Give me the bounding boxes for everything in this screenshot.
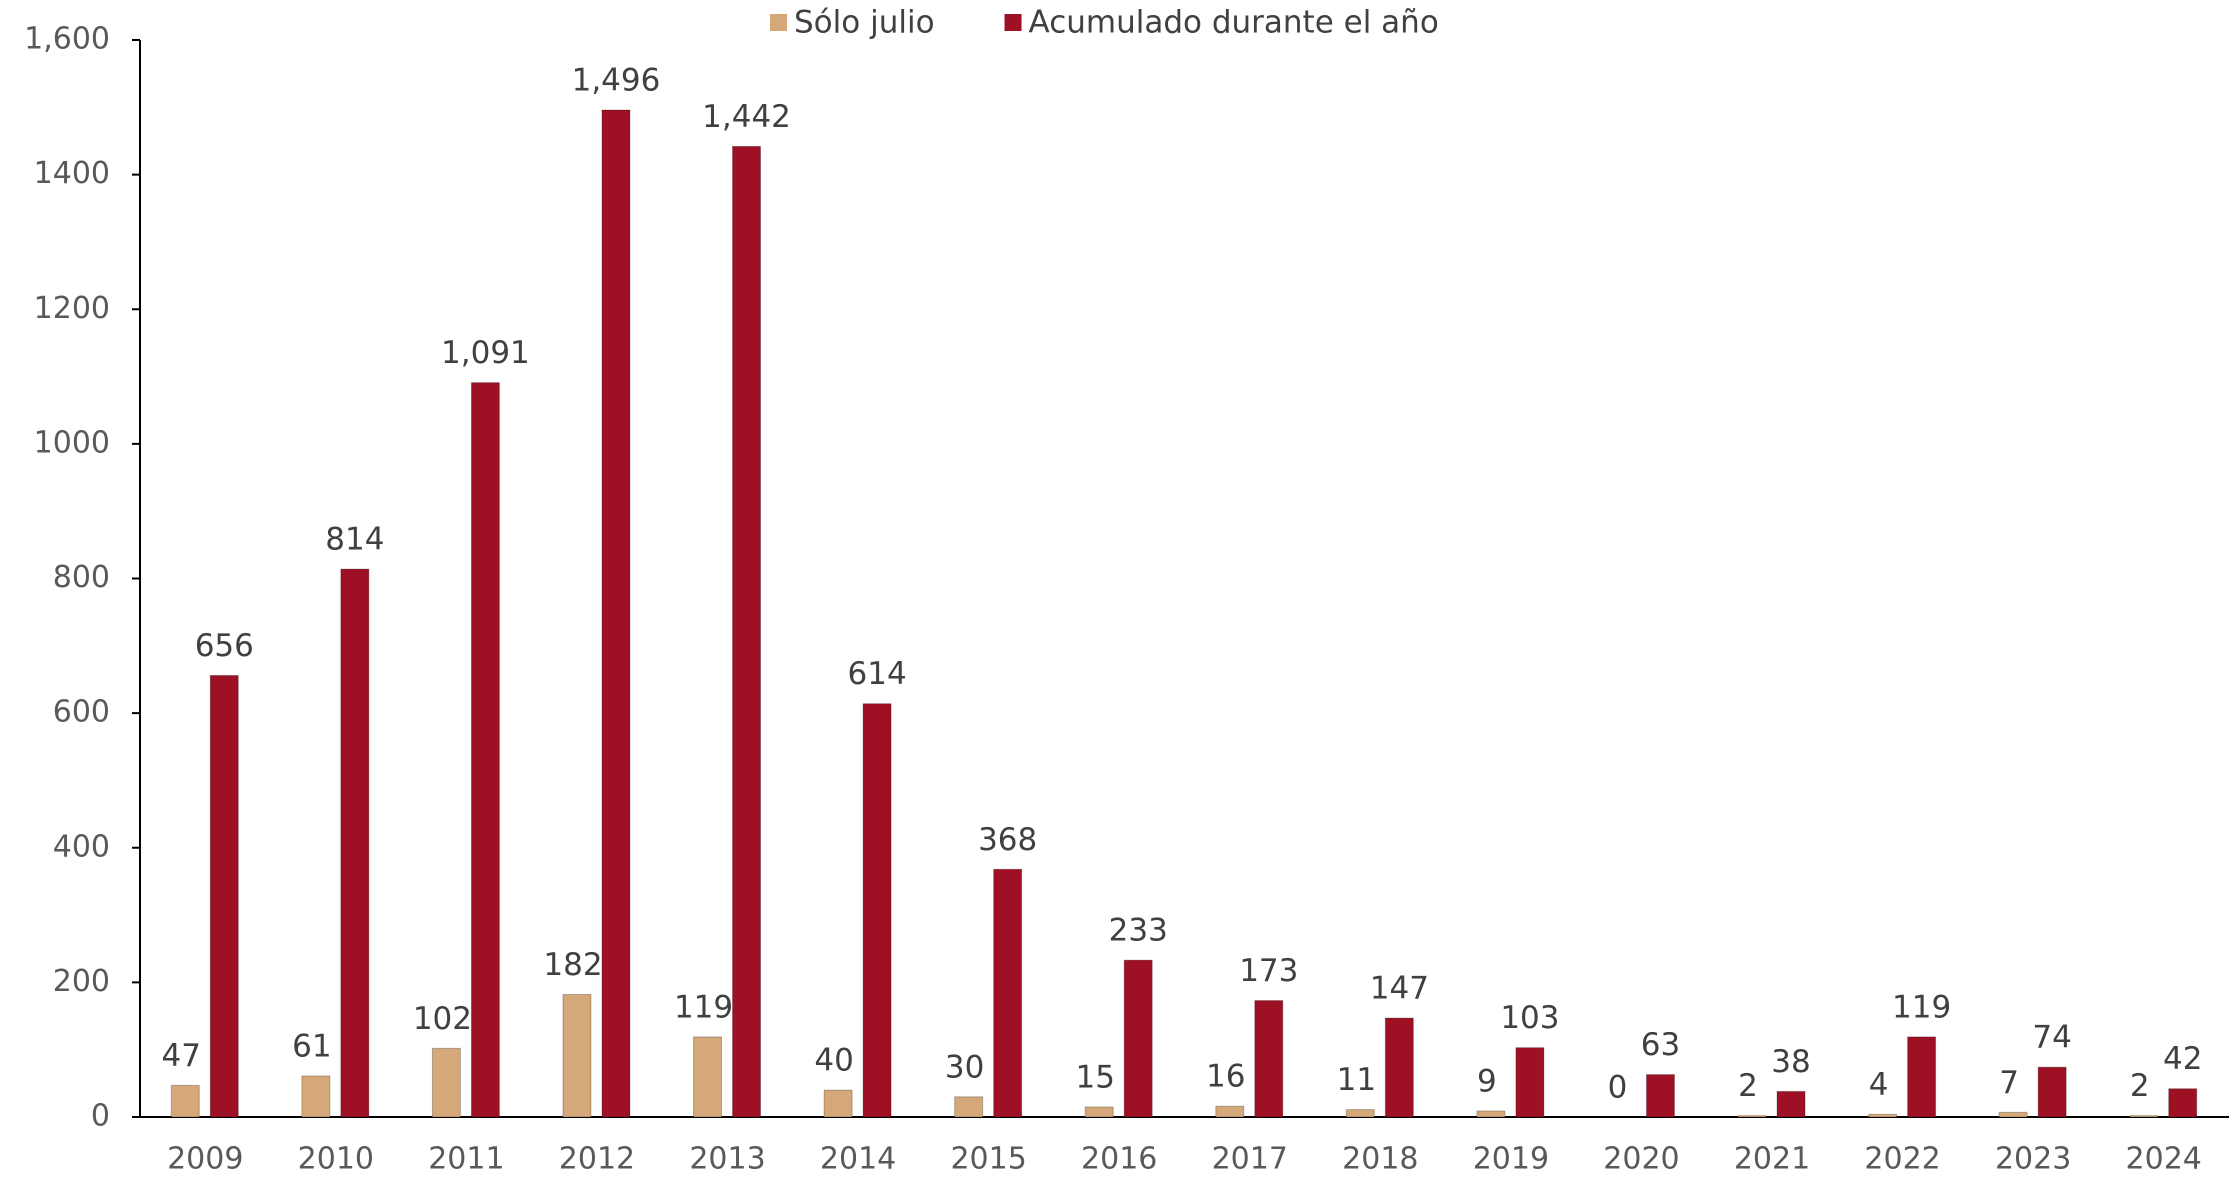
data-label: 119: [674, 989, 733, 1025]
bar: [1254, 1000, 1284, 1118]
bar: [562, 993, 592, 1118]
bar: [431, 1047, 461, 1118]
data-label: 61: [292, 1028, 331, 1064]
legend-label: Sólo julio: [794, 5, 935, 41]
bar: [862, 703, 892, 1118]
legend-label: Acumulado durante el año: [1029, 5, 1439, 41]
data-label: 9: [1477, 1063, 1497, 1099]
bar: [2037, 1066, 2067, 1118]
y-tick-label: 1200: [34, 291, 110, 326]
data-label: 103: [1500, 1000, 1559, 1036]
data-label: 233: [1109, 913, 1168, 949]
data-label: 7: [1999, 1065, 2019, 1101]
data-label: 119: [1892, 989, 1951, 1025]
bar: [1998, 1111, 2028, 1118]
data-label: 814: [325, 522, 384, 558]
data-label: 38: [1771, 1044, 1810, 1080]
data-label: 11: [1337, 1062, 1376, 1098]
bar: [1868, 1113, 1898, 1118]
bar: [170, 1084, 200, 1118]
y-tick-label: 1,600: [24, 22, 110, 57]
bar: [209, 674, 239, 1118]
x-tick-label: 2022: [1864, 1142, 1940, 1177]
bar: [340, 568, 370, 1118]
bar: [823, 1089, 853, 1118]
y-tick-label: 1000: [34, 425, 110, 460]
data-label: 1,091: [441, 335, 530, 371]
data-label: 2: [1738, 1068, 1758, 1104]
x-tick-label: 2014: [820, 1142, 896, 1177]
x-tick-label: 2024: [2126, 1142, 2202, 1177]
bar: [993, 868, 1023, 1118]
bar: [732, 145, 762, 1118]
x-tick-label: 2016: [1081, 1142, 1157, 1177]
data-label: 47: [162, 1038, 201, 1074]
y-tick-label: 1400: [34, 156, 110, 191]
bar: [301, 1075, 331, 1118]
y-tick-label: 600: [53, 695, 110, 730]
data-label: 15: [1075, 1059, 1114, 1095]
data-label: 1,442: [702, 99, 791, 135]
bar: [601, 109, 631, 1118]
x-tick-label: 2021: [1734, 1142, 1810, 1177]
bar: [1907, 1036, 1937, 1118]
bar: [1345, 1109, 1375, 1118]
data-label: 2: [2130, 1068, 2150, 1104]
bar: [1384, 1017, 1414, 1118]
x-tick-label: 2023: [1995, 1142, 2071, 1177]
x-tick-label: 2010: [298, 1142, 374, 1177]
bar: [1084, 1106, 1114, 1118]
data-label: 30: [945, 1049, 984, 1085]
data-label: 4: [1869, 1067, 1889, 1103]
x-tick-label: 2020: [1603, 1142, 1679, 1177]
data-label: 1,496: [572, 63, 661, 99]
bar: [954, 1096, 984, 1118]
bar: [1215, 1105, 1245, 1118]
x-tick-label: 2019: [1473, 1142, 1549, 1177]
bar: [1515, 1047, 1545, 1118]
data-label: 173: [1239, 953, 1298, 989]
data-label: 182: [543, 947, 602, 983]
bar: [2129, 1115, 2159, 1118]
x-tick-label: 2013: [689, 1142, 765, 1177]
bar: [1476, 1110, 1506, 1118]
x-tick-label: 2009: [167, 1142, 243, 1177]
bar: [693, 1036, 723, 1118]
x-tick-label: 2015: [950, 1142, 1026, 1177]
data-label: 614: [848, 656, 907, 692]
data-label: 368: [978, 822, 1037, 858]
data-label: 0: [1608, 1070, 1628, 1106]
x-tick-label: 2018: [1342, 1142, 1418, 1177]
bar: [1123, 959, 1153, 1118]
data-label: 656: [195, 628, 254, 664]
y-tick-label: 200: [53, 964, 110, 999]
bar: [1737, 1115, 1767, 1118]
y-tick-label: 400: [53, 829, 110, 864]
legend-swatch: [770, 14, 787, 31]
data-label: 42: [2163, 1041, 2202, 1077]
x-tick-label: 2017: [1212, 1142, 1288, 1177]
data-label: 16: [1206, 1059, 1245, 1095]
data-label: 40: [814, 1043, 853, 1079]
y-tick-label: 800: [53, 560, 110, 595]
data-label: 63: [1641, 1027, 1680, 1063]
x-tick-label: 2011: [428, 1142, 504, 1177]
bar: [2168, 1088, 2198, 1118]
x-tick-label: 2012: [559, 1142, 635, 1177]
legend-swatch: [1004, 14, 1022, 31]
bar: [470, 382, 500, 1118]
bar: [1645, 1074, 1675, 1118]
data-label: 147: [1370, 971, 1429, 1007]
y-tick-label: 0: [91, 1099, 110, 1134]
bar: [1776, 1090, 1806, 1118]
data-label: 74: [2032, 1020, 2071, 1056]
data-label: 102: [413, 1001, 472, 1037]
